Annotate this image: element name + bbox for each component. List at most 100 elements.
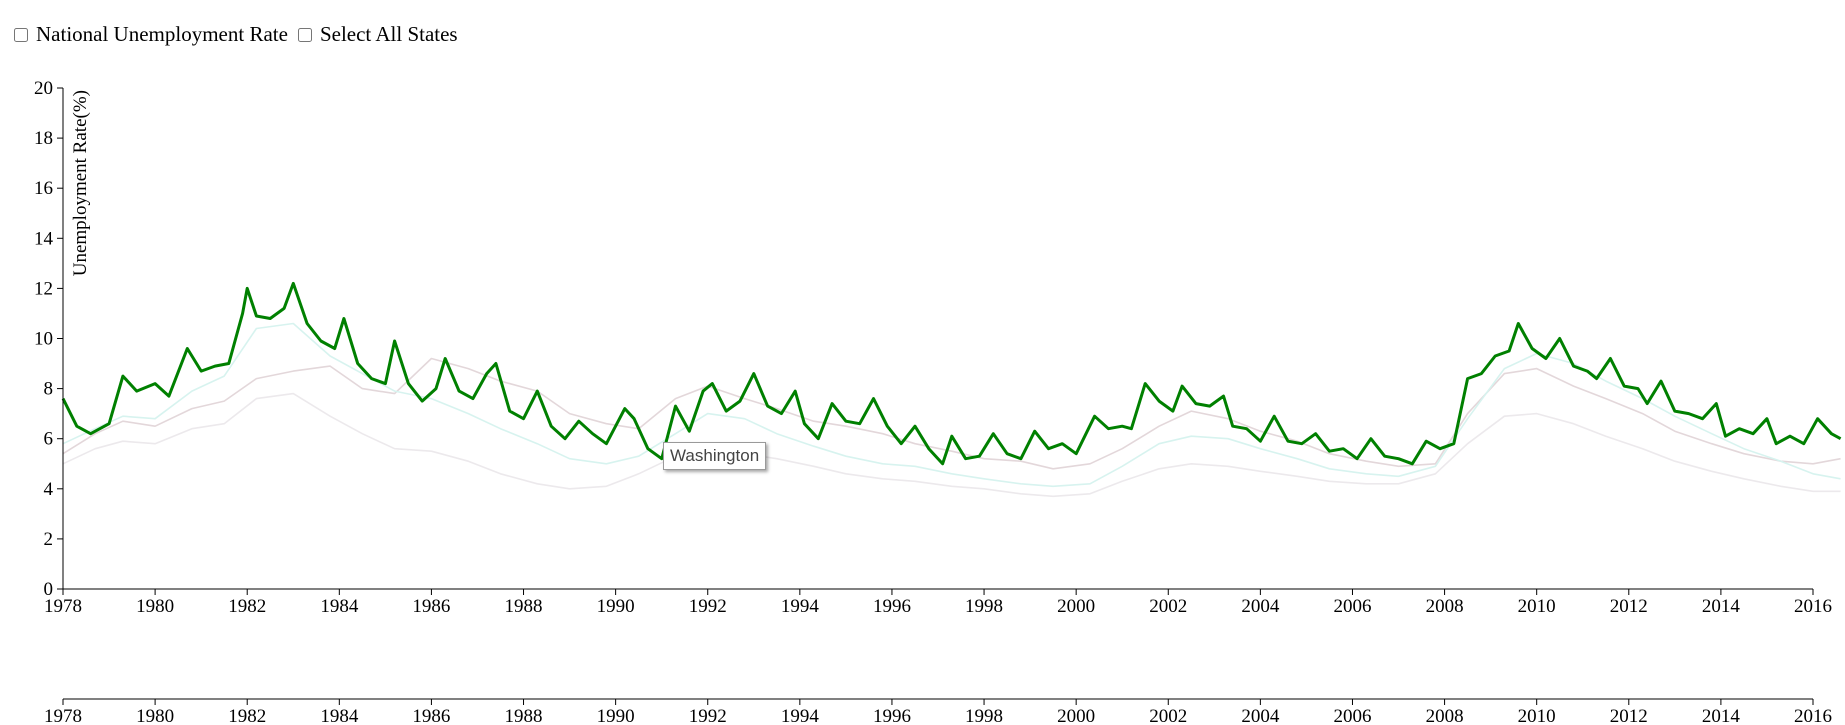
x-axis-tick: 1998 — [965, 589, 1003, 617]
x-axis-tick: 2006 — [1333, 589, 1371, 617]
context-x-axis-tick: 1990 — [597, 699, 635, 725]
context-x-axis-tick: 1986 — [412, 699, 450, 725]
series-layer — [61, 281, 1842, 498]
context-x-axis-tick-label: 1994 — [781, 706, 820, 725]
y-tick-label: 14 — [34, 228, 54, 249]
y-tick-label: 4 — [44, 479, 54, 500]
context-x-axis-tick-label: 2008 — [1426, 706, 1464, 725]
context-x-axis-tick-label: 1980 — [136, 706, 174, 725]
y-axis-label: Unemployment Rate(%) — [70, 90, 91, 276]
context-x-axis-tick: 2012 — [1610, 699, 1648, 725]
x-axis-tick: 1986 — [412, 589, 450, 617]
context-x-axis-tick-label: 1996 — [873, 706, 911, 725]
context-x-axis-tick: 1992 — [689, 699, 727, 725]
x-axis-tick: 1980 — [136, 589, 174, 617]
y-tick: 14 — [34, 228, 63, 249]
x-axis-tick-label: 2012 — [1610, 596, 1648, 617]
x-axis-tick: 2000 — [1057, 589, 1095, 617]
x-axis-tick-label: 2014 — [1702, 596, 1741, 617]
select-all-states-label: Select All States — [319, 22, 458, 46]
x-axis-tick-label: 1986 — [412, 596, 450, 617]
national-rate-toggle[interactable]: National Unemployment Rate — [14, 22, 288, 47]
context-x-axis-tick: 1998 — [965, 699, 1003, 725]
context-x-axis-tick-label: 1986 — [412, 706, 450, 725]
x-axis-tick: 1990 — [597, 589, 635, 617]
x-axis-tick-label: 2004 — [1241, 596, 1280, 617]
context-x-axis-tick: 1988 — [505, 699, 543, 725]
context-x-axis-tick-label: 2016 — [1794, 706, 1832, 725]
select-all-states-checkbox[interactable] — [297, 27, 312, 42]
context-x-axis-tick: 2014 — [1702, 699, 1741, 725]
select-all-states-toggle[interactable]: Select All States — [297, 22, 458, 47]
y-tick-label: 10 — [34, 329, 53, 350]
x-axis-tick-label: 1990 — [597, 596, 635, 617]
context-x-axis-tick-label: 2012 — [1610, 706, 1648, 725]
y-tick: 12 — [34, 278, 63, 299]
x-axis-tick: 1982 — [228, 589, 266, 617]
context-x-axis-tick: 2010 — [1518, 699, 1556, 725]
y-tick-label: 12 — [34, 278, 53, 299]
y-tick-label: 6 — [44, 429, 54, 450]
context-x-axis-tick: 1994 — [781, 699, 820, 725]
context-x-axis-tick-label: 2006 — [1333, 706, 1371, 725]
x-axis-tick-label: 2006 — [1333, 596, 1371, 617]
x-axis-context[interactable]: 1978 1980 1982 1984 1986 1988 1990 1992 1994 1996… — [44, 698, 1832, 725]
context-x-axis-tick-label: 1978 — [44, 706, 82, 725]
context-x-axis-tick: 2004 — [1241, 699, 1280, 725]
context-x-axis-tick: 2016 — [1794, 699, 1832, 725]
y-tick-label: 18 — [34, 128, 53, 149]
context-x-axis-tick-label: 1992 — [689, 706, 727, 725]
context-x-axis-tick-label: 2004 — [1241, 706, 1280, 725]
series-line-background-0[interactable] — [62, 357, 1841, 470]
chart-controls: National Unemployment Rate Select All St… — [14, 22, 468, 47]
x-axis-tick: 2004 — [1241, 589, 1280, 617]
y-tick: 20 — [34, 78, 63, 99]
x-axis-tick-label: 1978 — [44, 596, 82, 617]
national-rate-checkbox[interactable] — [14, 27, 28, 42]
x-axis-tick-label: 1998 — [965, 596, 1003, 617]
context-x-axis-tick-label: 2014 — [1702, 706, 1741, 725]
context-x-axis-tick: 1978 — [44, 699, 82, 725]
x-axis-tick-label: 2000 — [1057, 596, 1095, 617]
x-axis-tick-label: 1992 — [689, 596, 727, 617]
context-x-axis-tick: 2002 — [1149, 699, 1187, 725]
x-axis-tick-label: 1994 — [781, 596, 820, 617]
y-tick: 2 — [44, 529, 63, 550]
y-tick: 0 — [44, 579, 63, 600]
x-axis-tick: 2012 — [1610, 589, 1648, 617]
series-line-background-2[interactable] — [62, 392, 1841, 498]
x-axis-tick-label: 1984 — [320, 596, 359, 617]
x-axis-tick-label: 1982 — [228, 596, 266, 617]
x-axis-tick: 1994 — [781, 589, 820, 617]
y-tick-label: 2 — [44, 529, 54, 550]
x-axis-tick: 1978 — [44, 589, 82, 617]
context-x-axis-tick: 1982 — [228, 699, 266, 725]
series-line-washington[interactable] — [61, 281, 1842, 466]
x-axis-tick-label: 1988 — [505, 596, 543, 617]
context-x-axis-tick-label: 1998 — [965, 706, 1003, 725]
x-axis-tick: 2016 — [1794, 589, 1832, 617]
context-x-axis-tick-label: 1988 — [505, 706, 543, 725]
context-x-axis-tick-label: 2000 — [1057, 706, 1095, 725]
y-tick: 10 — [34, 329, 63, 350]
x-axis-tick: 1996 — [873, 589, 911, 617]
x-axis-tick: 1984 — [320, 589, 359, 617]
y-tick: 4 — [44, 479, 63, 500]
x-axis-tick-label: 2002 — [1149, 596, 1187, 617]
context-x-axis-tick: 2006 — [1333, 699, 1371, 725]
x-axis-tick-label: 2016 — [1794, 596, 1832, 617]
x-axis-tick: 1992 — [689, 589, 727, 617]
y-axis: 0 2 4 6 8 10 12 14 16 18 20 — [34, 78, 64, 600]
y-tick-label: 20 — [34, 78, 53, 99]
context-x-axis-tick-label: 1984 — [320, 706, 359, 725]
context-x-axis-tick: 2000 — [1057, 699, 1095, 725]
series-line-background-1[interactable] — [62, 322, 1841, 488]
y-tick: 18 — [34, 128, 63, 149]
context-x-axis-tick-label: 2002 — [1149, 706, 1187, 725]
context-x-axis-tick: 1984 — [320, 699, 359, 725]
y-tick-label: 8 — [44, 379, 54, 400]
series-tooltip: Washington — [663, 442, 767, 470]
x-axis-tick-label: 2008 — [1426, 596, 1464, 617]
y-tick: 8 — [44, 379, 63, 400]
